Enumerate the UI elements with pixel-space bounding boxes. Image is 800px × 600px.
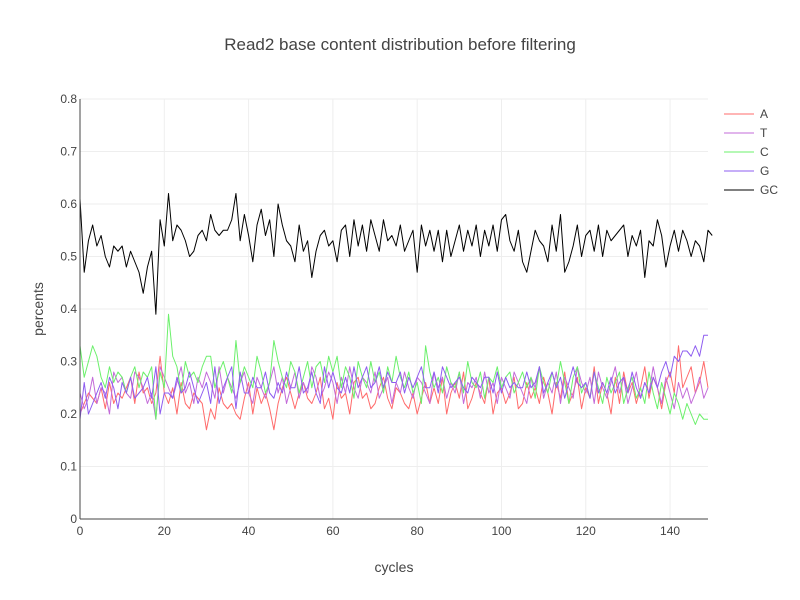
series-line-gc[interactable]: [79, 193, 713, 315]
y-tick-label: 0: [70, 512, 77, 526]
legend-label-g: G: [760, 164, 769, 178]
x-tick-label: 80: [411, 524, 425, 538]
legend-item-g[interactable]: G: [724, 164, 769, 178]
tick-labels: 0 0.1 0.2 0.3 0.4 0.5 0.6 0.7 0.8 0 20 40 60 80 100 120…: [60, 92, 680, 538]
chart-title: Read2 base content distribution before f…: [224, 35, 576, 54]
series-line-c[interactable]: [79, 313, 708, 425]
x-tick-label: 40: [242, 524, 256, 538]
x-tick-label: 140: [660, 524, 680, 538]
x-tick-label: 60: [326, 524, 340, 538]
x-tick-label: 120: [576, 524, 596, 538]
legend-item-c[interactable]: C: [724, 145, 769, 159]
y-tick-label: 0.1: [60, 460, 77, 474]
series-layer: [79, 193, 713, 431]
legend-label-c: C: [760, 145, 769, 159]
legend-label-a: A: [760, 107, 768, 121]
grid: [80, 98, 708, 519]
y-tick-label: 0.4: [60, 302, 77, 316]
y-axis-title: percents: [30, 282, 46, 336]
series-line-g[interactable]: [79, 334, 708, 420]
x-tick-label: 0: [77, 524, 84, 538]
legend-item-a[interactable]: A: [724, 107, 768, 121]
x-tick-label: 20: [158, 524, 172, 538]
x-tick-label: 100: [491, 524, 511, 538]
y-tick-label: 0.3: [60, 355, 77, 369]
y-tick-label: 0.2: [60, 407, 77, 421]
legend-item-gc[interactable]: GC: [724, 183, 778, 197]
x-axis-title: cycles: [375, 559, 414, 575]
legend-item-t[interactable]: T: [724, 126, 768, 140]
y-tick-label: 0.6: [60, 197, 77, 211]
y-tick-label: 0.7: [60, 145, 77, 159]
y-tick-label: 0.8: [60, 92, 77, 106]
axes: [79, 99, 708, 520]
y-tick-label: 0.5: [60, 250, 77, 264]
legend-label-gc: GC: [760, 183, 778, 197]
legend-label-t: T: [760, 126, 768, 140]
